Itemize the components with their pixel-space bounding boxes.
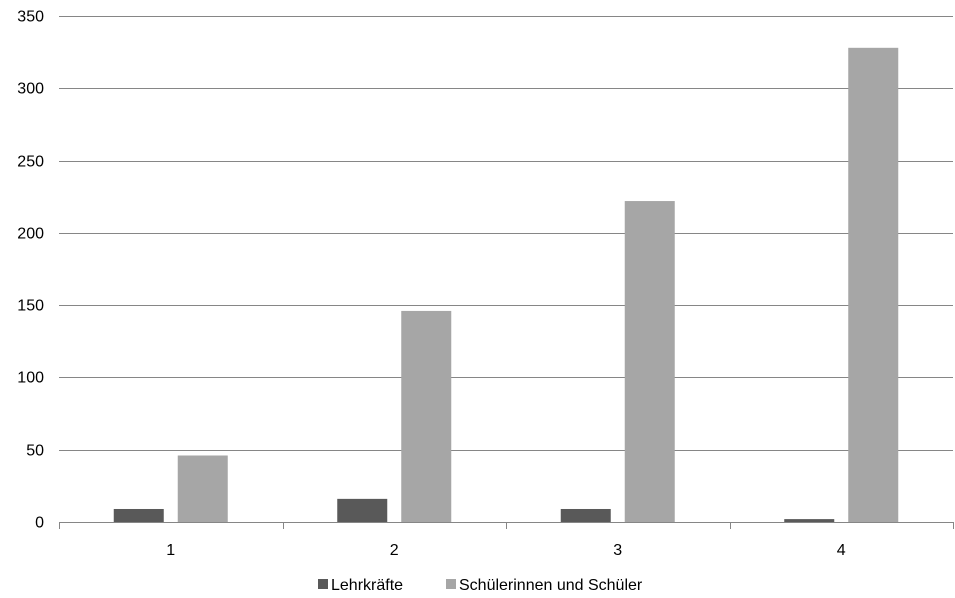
x-axis: [59, 522, 954, 529]
y-tick-label: 200: [17, 226, 44, 243]
y-tick-label: 100: [17, 370, 44, 387]
bar-lehrkraefte-3: [560, 508, 611, 522]
y-tick-label: 350: [17, 9, 44, 26]
legend-label: Lehrkräfte: [331, 577, 403, 594]
x-tick-label: 2: [390, 542, 399, 559]
bar-schueler-4: [848, 47, 899, 522]
y-tick-label: 250: [17, 154, 44, 171]
x-tick-label: 4: [837, 542, 846, 559]
bar-lehrkraefte-1: [113, 508, 164, 522]
bar-lehrkraefte-2: [337, 498, 388, 522]
y-tick-label: 150: [17, 298, 44, 315]
y-axis-tick-labels: 0 50 100 150 200 250 300 350: [17, 9, 44, 532]
gridlines: [59, 16, 953, 451]
bar-schueler-1: [177, 455, 228, 522]
bar-lehrkraefte-4: [784, 519, 835, 522]
bars: [113, 47, 899, 522]
y-tick-label: 300: [17, 81, 44, 98]
bar-schueler-2: [401, 310, 452, 522]
x-tick-label: 3: [613, 542, 622, 559]
legend-label: Schülerinnen und Schüler: [459, 577, 643, 594]
legend: Lehrkräfte Schülerinnen und Schüler: [318, 577, 643, 594]
bar-schueler-3: [624, 201, 675, 522]
legend-swatch: [318, 579, 328, 589]
y-tick-label: 50: [26, 443, 44, 460]
x-tick-label: 1: [166, 542, 175, 559]
legend-swatch: [446, 579, 456, 589]
x-axis-tick-labels: 1 2 3 4: [166, 542, 846, 559]
y-tick-label: 0: [35, 515, 44, 532]
